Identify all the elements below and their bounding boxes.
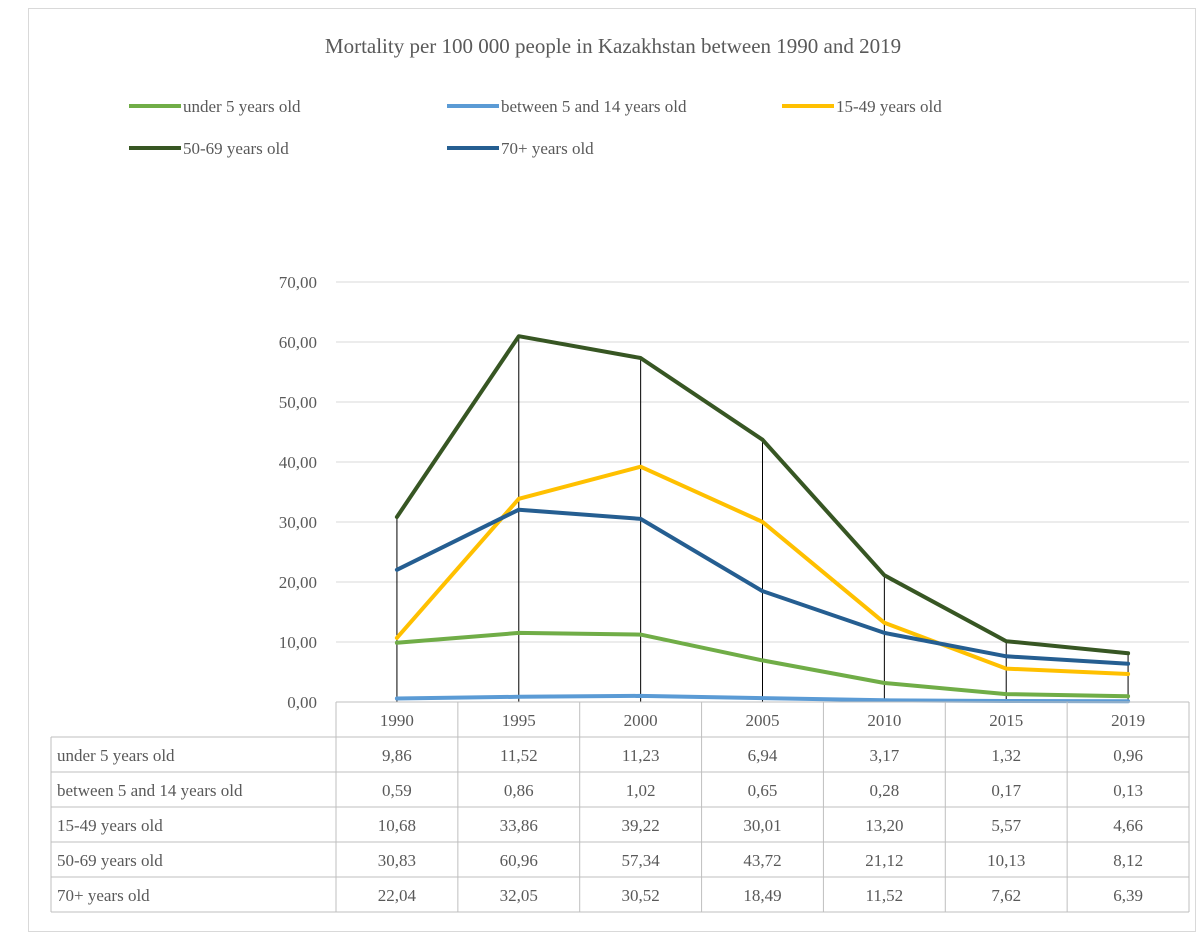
mortality-line-chart: Mortality per 100 000 people in Kazakhst… <box>50 34 1190 913</box>
x-category-label: 2019 <box>1111 711 1145 730</box>
table-cell-value: 18,49 <box>743 886 781 905</box>
chart-frame: Mortality per 100 000 people in Kazakhst… <box>28 8 1196 932</box>
table-cell-value: 6,39 <box>1113 886 1143 905</box>
table-cell-value: 1,32 <box>991 746 1021 765</box>
y-tick-label: 70,00 <box>279 273 317 292</box>
table-cell-value: 33,86 <box>500 816 538 835</box>
y-tick-label: 10,00 <box>279 633 317 652</box>
series-line-70-years-old <box>394 507 1131 666</box>
table-cell-value: 30,83 <box>378 851 416 870</box>
table-cell-value: 11,52 <box>866 886 904 905</box>
table-cell-value: 9,86 <box>382 746 412 765</box>
table-cell-value: 4,66 <box>1113 816 1143 835</box>
table-cell-value: 10,13 <box>987 851 1025 870</box>
table-cell-value: 0,65 <box>748 781 778 800</box>
y-axis: 0,00 10,00 20,00 30,00 40,00 50,00 60,00 70,00 <box>279 273 317 712</box>
table-row-label-50-69-years-old: 50-69 years old <box>57 851 163 870</box>
legend-label-15-49-years-old: 15-49 years old <box>836 97 942 116</box>
x-category-label: 1990 <box>380 711 414 730</box>
table-cell-value: 0,13 <box>1113 781 1143 800</box>
table-cell-value: 0,86 <box>504 781 534 800</box>
legend-label-70-years-old: 70+ years old <box>501 139 594 158</box>
data-table: 1990 1995 2000 2005 2010 2015 2019 under 5 year… <box>50 701 1190 913</box>
series-line-15-49-years-old <box>394 464 1131 676</box>
table-cell-value: 13,20 <box>865 816 903 835</box>
legend-label-under-5-years-old: under 5 years old <box>183 97 301 116</box>
series-line-under-5-years-old <box>394 630 1131 699</box>
drop-lines <box>396 336 1129 702</box>
table-row-label-70-years-old: 70+ years old <box>57 886 150 905</box>
table-cell-value: 1,02 <box>626 781 656 800</box>
table-cell-value: 30,01 <box>743 816 781 835</box>
table-cell-value: 0,59 <box>382 781 412 800</box>
table-cell-value: 21,12 <box>865 851 903 870</box>
x-category-label: 2010 <box>867 711 901 730</box>
chart-title: Mortality per 100 000 people in Kazakhst… <box>325 34 901 58</box>
table-cell-value: 0,17 <box>991 781 1021 800</box>
table-row-label-between-5-and-14-years-old: between 5 and 14 years old <box>57 781 243 800</box>
table-cell-value: 8,12 <box>1113 851 1143 870</box>
table-cell-value: 3,17 <box>869 746 899 765</box>
table-row-label-under-5-years-old: under 5 years old <box>57 746 175 765</box>
table-cell-value: 10,68 <box>378 816 416 835</box>
legend: under 5 years old between 5 and 14 years … <box>129 97 942 158</box>
x-category-label: 2015 <box>989 711 1023 730</box>
table-cell-value: 57,34 <box>622 851 661 870</box>
table-cell-value: 30,52 <box>622 886 660 905</box>
table-cell-value: 22,04 <box>378 886 417 905</box>
table-cell-value: 0,28 <box>869 781 899 800</box>
y-tick-label: 20,00 <box>279 573 317 592</box>
table-cell-value: 32,05 <box>500 886 538 905</box>
table-cell-value: 0,96 <box>1113 746 1143 765</box>
y-tick-label: 40,00 <box>279 453 317 472</box>
table-cell-value: 39,22 <box>622 816 660 835</box>
table-row-label-15-49-years-old: 15-49 years old <box>57 816 163 835</box>
y-tick-label: 50,00 <box>279 393 317 412</box>
table-cell-value: 11,52 <box>500 746 538 765</box>
x-category-label: 1995 <box>502 711 536 730</box>
table-cell-value: 43,72 <box>743 851 781 870</box>
table-cell-value: 11,23 <box>622 746 660 765</box>
legend-label-50-69-years-old: 50-69 years old <box>183 139 289 158</box>
table-cell-value: 60,96 <box>500 851 538 870</box>
series-line-50-69-years-old <box>394 334 1131 656</box>
y-tick-label: 0,00 <box>287 693 317 712</box>
legend-label-between-5-and-14-years-old: between 5 and 14 years old <box>501 97 687 116</box>
series-line-between-5-and-14-years-old <box>394 693 1131 704</box>
table-cell-value: 6,94 <box>748 746 778 765</box>
table-cell-value: 7,62 <box>991 886 1021 905</box>
x-category-label: 2000 <box>624 711 658 730</box>
y-tick-label: 30,00 <box>279 513 317 532</box>
table-cell-value: 5,57 <box>991 816 1021 835</box>
series-lines <box>394 334 1131 704</box>
x-category-label: 2005 <box>746 711 780 730</box>
y-tick-label: 60,00 <box>279 333 317 352</box>
